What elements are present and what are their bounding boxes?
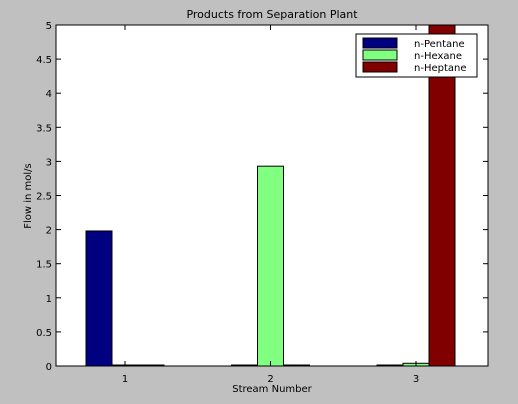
y-tick-label: 1.5	[36, 260, 52, 271]
y-tick-label: 2.5	[36, 192, 52, 203]
y-tick-label: 0.5	[36, 328, 52, 339]
bar-n-hexane-stream-2	[257, 165, 284, 367]
y-tick-label: 2	[46, 226, 52, 237]
legend-swatch-n-hexane	[362, 49, 398, 61]
y-tick-label: 4.5	[36, 55, 52, 66]
legend-swatch-n-heptane	[362, 61, 398, 73]
legend-label-n-heptane: n-Heptane	[414, 63, 467, 74]
y-axis-label: Flow in mol/s	[23, 163, 34, 229]
y-tick-label: 5	[46, 21, 52, 32]
legend-swatch-n-pentane	[362, 37, 398, 49]
legend-label-n-pentane: n-Pentane	[414, 39, 465, 50]
y-tick-label: 0	[46, 362, 52, 373]
x-tick-label: 1	[122, 374, 128, 385]
x-tick-label: 3	[413, 374, 419, 385]
bar-n-heptane-stream-3	[428, 24, 456, 367]
legend-label-n-hexane: n-Hexane	[414, 51, 462, 62]
x-axis: 1 2 3	[122, 25, 419, 385]
y-tick-label: 4	[46, 89, 52, 100]
chart-title: Products from Separation Plant	[186, 8, 358, 21]
y-tick-label: 3	[46, 157, 52, 168]
x-tick-label: 2	[267, 374, 273, 385]
y-axis: 0 0.5 1 1.5 2 2.5 3 3.5 4 4.5 5	[36, 21, 488, 373]
x-axis-label: Stream Number	[232, 384, 312, 395]
bar-n-pentane-stream-1	[85, 230, 113, 367]
y-tick-label: 1	[46, 294, 52, 305]
y-tick-label: 3.5	[36, 123, 52, 134]
bars-group	[85, 24, 456, 367]
